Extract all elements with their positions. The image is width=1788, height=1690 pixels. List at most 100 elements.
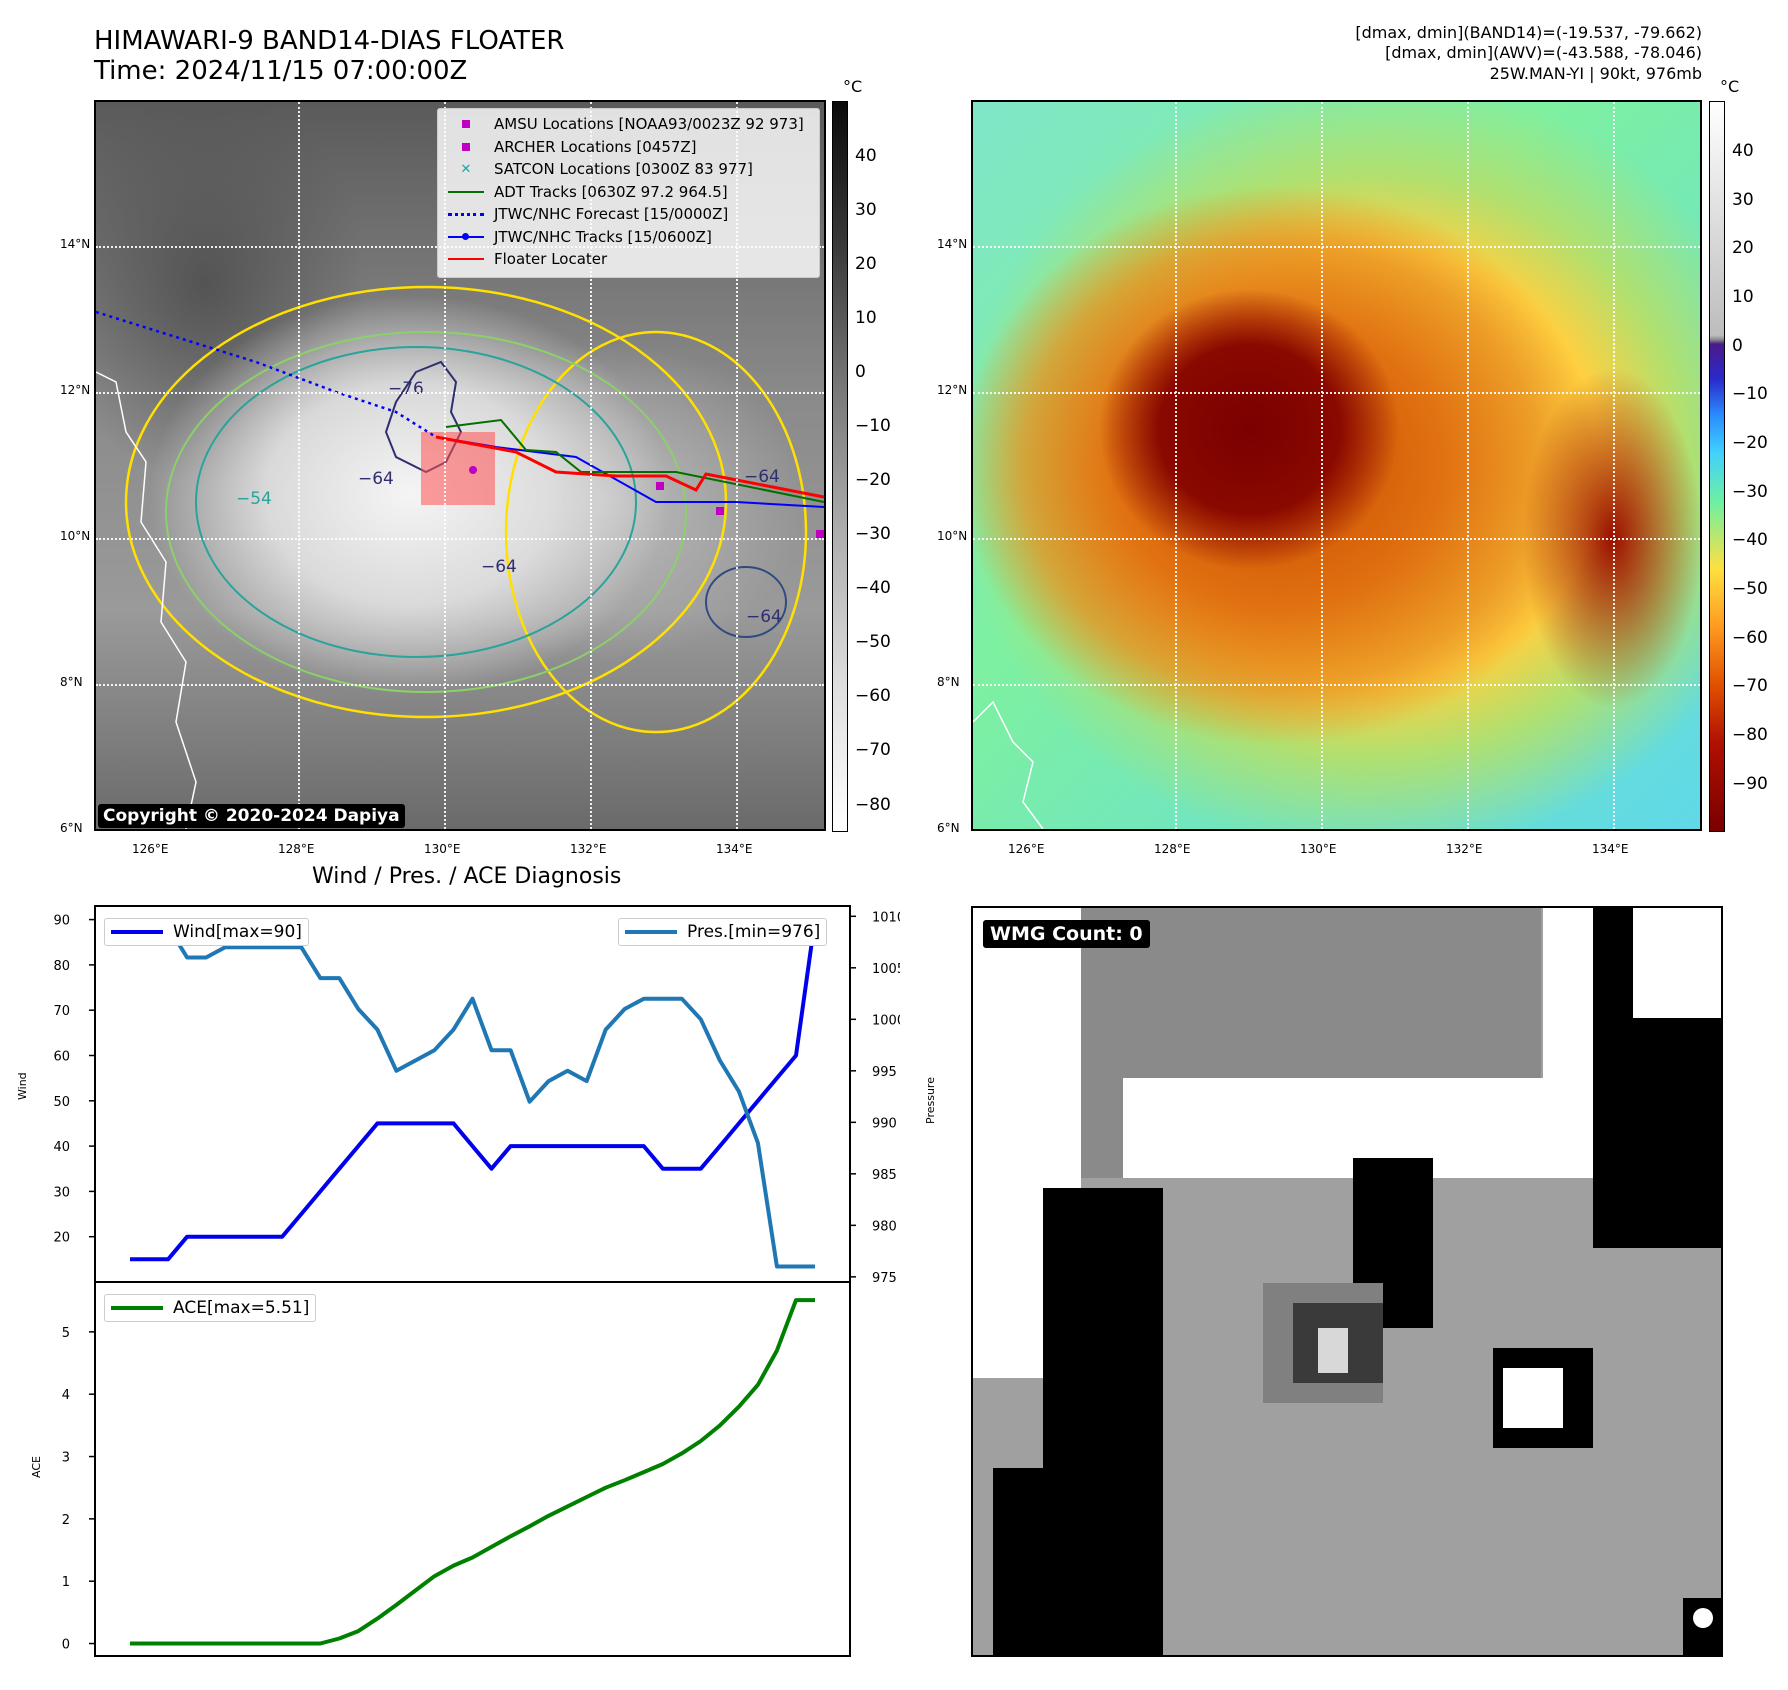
wind-pres-axes: [94, 905, 851, 1283]
ir-map-panel: −76 −64 −54 −64 −64 −64 AMSU Locations […: [94, 100, 826, 831]
lon-label: 132°E: [1446, 842, 1483, 856]
pressure-axis-label: Pressure: [924, 1077, 937, 1124]
awv-cb-tick: −80: [1732, 725, 1768, 745]
wind-series-line: [130, 919, 817, 1262]
tick-label: 80: [53, 959, 70, 974]
tick-label: 30: [53, 1185, 70, 1200]
archer-marker: [716, 507, 724, 515]
grid-lat-12: [973, 392, 1700, 394]
info-awv: [dmax, dmin](AWV)=(-43.588, -78.046): [1385, 43, 1702, 62]
awv-cb-tick: −40: [1732, 530, 1768, 550]
legend-item-amsu: AMSU Locations [NOAA93/0023Z 92 973]: [446, 113, 811, 136]
wind-axis-label: Wind: [16, 1072, 29, 1100]
ir-cb-tick: 30: [855, 200, 877, 220]
lat-label: 6°N: [937, 821, 960, 835]
awv-cb-tick: −20: [1732, 433, 1768, 453]
line-dot-icon: [446, 231, 486, 243]
lon-label: 130°E: [424, 842, 461, 856]
tick-label: 2: [62, 1513, 70, 1528]
grid-lon-132: [590, 102, 592, 829]
pressure-legend: Pres.[min=976]: [618, 918, 828, 946]
lon-label: 132°E: [570, 842, 607, 856]
awv-cb-tick: −60: [1732, 628, 1768, 648]
dotted-line-icon: [446, 208, 486, 220]
adt-track: [445, 418, 824, 503]
legend-label: JTWC/NHC Tracks [15/0600Z]: [494, 227, 712, 246]
grid-lon-128: [298, 102, 300, 829]
tick-label: 0: [62, 1638, 70, 1653]
contour-navy-east: [705, 566, 787, 638]
legend-label: AMSU Locations [NOAA93/0023Z 92 973]: [494, 115, 804, 134]
floater-track: [435, 435, 824, 499]
line-icon: [446, 186, 486, 198]
awv-colorbar: [1709, 101, 1725, 832]
ir-cb-tick: −20: [855, 470, 891, 490]
time-label: Time: 2024/11/15 07:00:00Z: [94, 56, 468, 86]
awv-cb-tick: −10: [1732, 384, 1768, 404]
tick-label: 980: [872, 1219, 897, 1234]
ace-legend: ACE[max=5.51]: [104, 1294, 317, 1322]
ace-legend-swatch: [111, 1306, 163, 1310]
square-icon: [446, 141, 486, 153]
ir-cb-tick: −30: [855, 524, 891, 544]
lon-label: 134°E: [716, 842, 753, 856]
wmg-count-badge: WMG Count: 0: [983, 920, 1150, 948]
ir-legend: AMSU Locations [NOAA93/0023Z 92 973] ARC…: [437, 108, 820, 278]
lon-label: 126°E: [1008, 842, 1045, 856]
lon-label: 128°E: [1154, 842, 1191, 856]
pressure-series-line: [130, 924, 815, 1269]
grid-lat-12: [96, 392, 824, 394]
legend-item-forecast: JTWC/NHC Forecast [15/0000Z]: [446, 203, 811, 226]
coastline: [973, 700, 1044, 829]
grid-lon-134: [1613, 102, 1615, 829]
info-storm: 25W.MAN-YI | 90kt, 976mb: [1489, 64, 1702, 83]
lat-label: 6°N: [60, 821, 83, 835]
awv-cb-tick: −90: [1732, 774, 1768, 794]
ace-axes: [94, 1281, 851, 1657]
archer-marker: [816, 530, 824, 538]
contour-green: [165, 331, 687, 693]
chart-title: HIMAWARI-9 BAND14-DIAS FLOATER: [94, 26, 565, 56]
lat-label: 12°N: [60, 383, 91, 397]
tick-label: 975: [872, 1271, 897, 1286]
legend-label: Floater Locater: [494, 250, 608, 269]
awv-cb-tick: −70: [1732, 676, 1768, 696]
coastline-philippines: [96, 371, 197, 829]
wind-legend: Wind[max=90]: [104, 918, 309, 946]
wmg-region-white: [1123, 1078, 1543, 1178]
lon-label: 126°E: [132, 842, 169, 856]
wmg-region-white: [1693, 1608, 1713, 1628]
lat-label: 14°N: [937, 237, 968, 251]
archer-marker: [656, 482, 664, 490]
wmg-region-white: [1633, 908, 1721, 1018]
lat-label: 14°N: [60, 237, 91, 251]
tick-label: 60: [53, 1049, 70, 1064]
ace-legend-label: ACE[max=5.51]: [173, 1298, 310, 1318]
x-marker-icon: ✕: [460, 161, 472, 177]
ir-colorbar: [832, 101, 848, 832]
contour-label: −64: [358, 469, 394, 489]
ir-cb-tick: 20: [855, 254, 877, 274]
awv-cb-tick: 20: [1732, 238, 1754, 258]
ir-cb-tick: 40: [855, 146, 877, 166]
legend-item-floater: Floater Locater: [446, 248, 811, 271]
pressure-legend-swatch: [625, 930, 677, 934]
legend-item-adt: ADT Tracks [0630Z 97.2 964.5]: [446, 181, 811, 204]
amsu-marker: [469, 466, 477, 474]
ir-cb-tick: −50: [855, 632, 891, 652]
ace-axis-label: ACE: [30, 1456, 43, 1478]
grid-lon-128: [1175, 102, 1177, 829]
ir-cb-tick: 10: [855, 308, 877, 328]
lat-label: 8°N: [937, 675, 960, 689]
grid-lat-8: [973, 684, 1700, 686]
tick-label: 995: [872, 1065, 897, 1080]
awv-cb-tick: −50: [1732, 579, 1768, 599]
legend-item-archer: ARCHER Locations [0457Z]: [446, 136, 811, 159]
contour-label: −76: [388, 379, 424, 399]
tick-label: 990: [872, 1116, 897, 1131]
lon-label: 130°E: [1300, 842, 1337, 856]
contour-teal: [195, 346, 637, 658]
contour-label: −64: [744, 467, 780, 487]
